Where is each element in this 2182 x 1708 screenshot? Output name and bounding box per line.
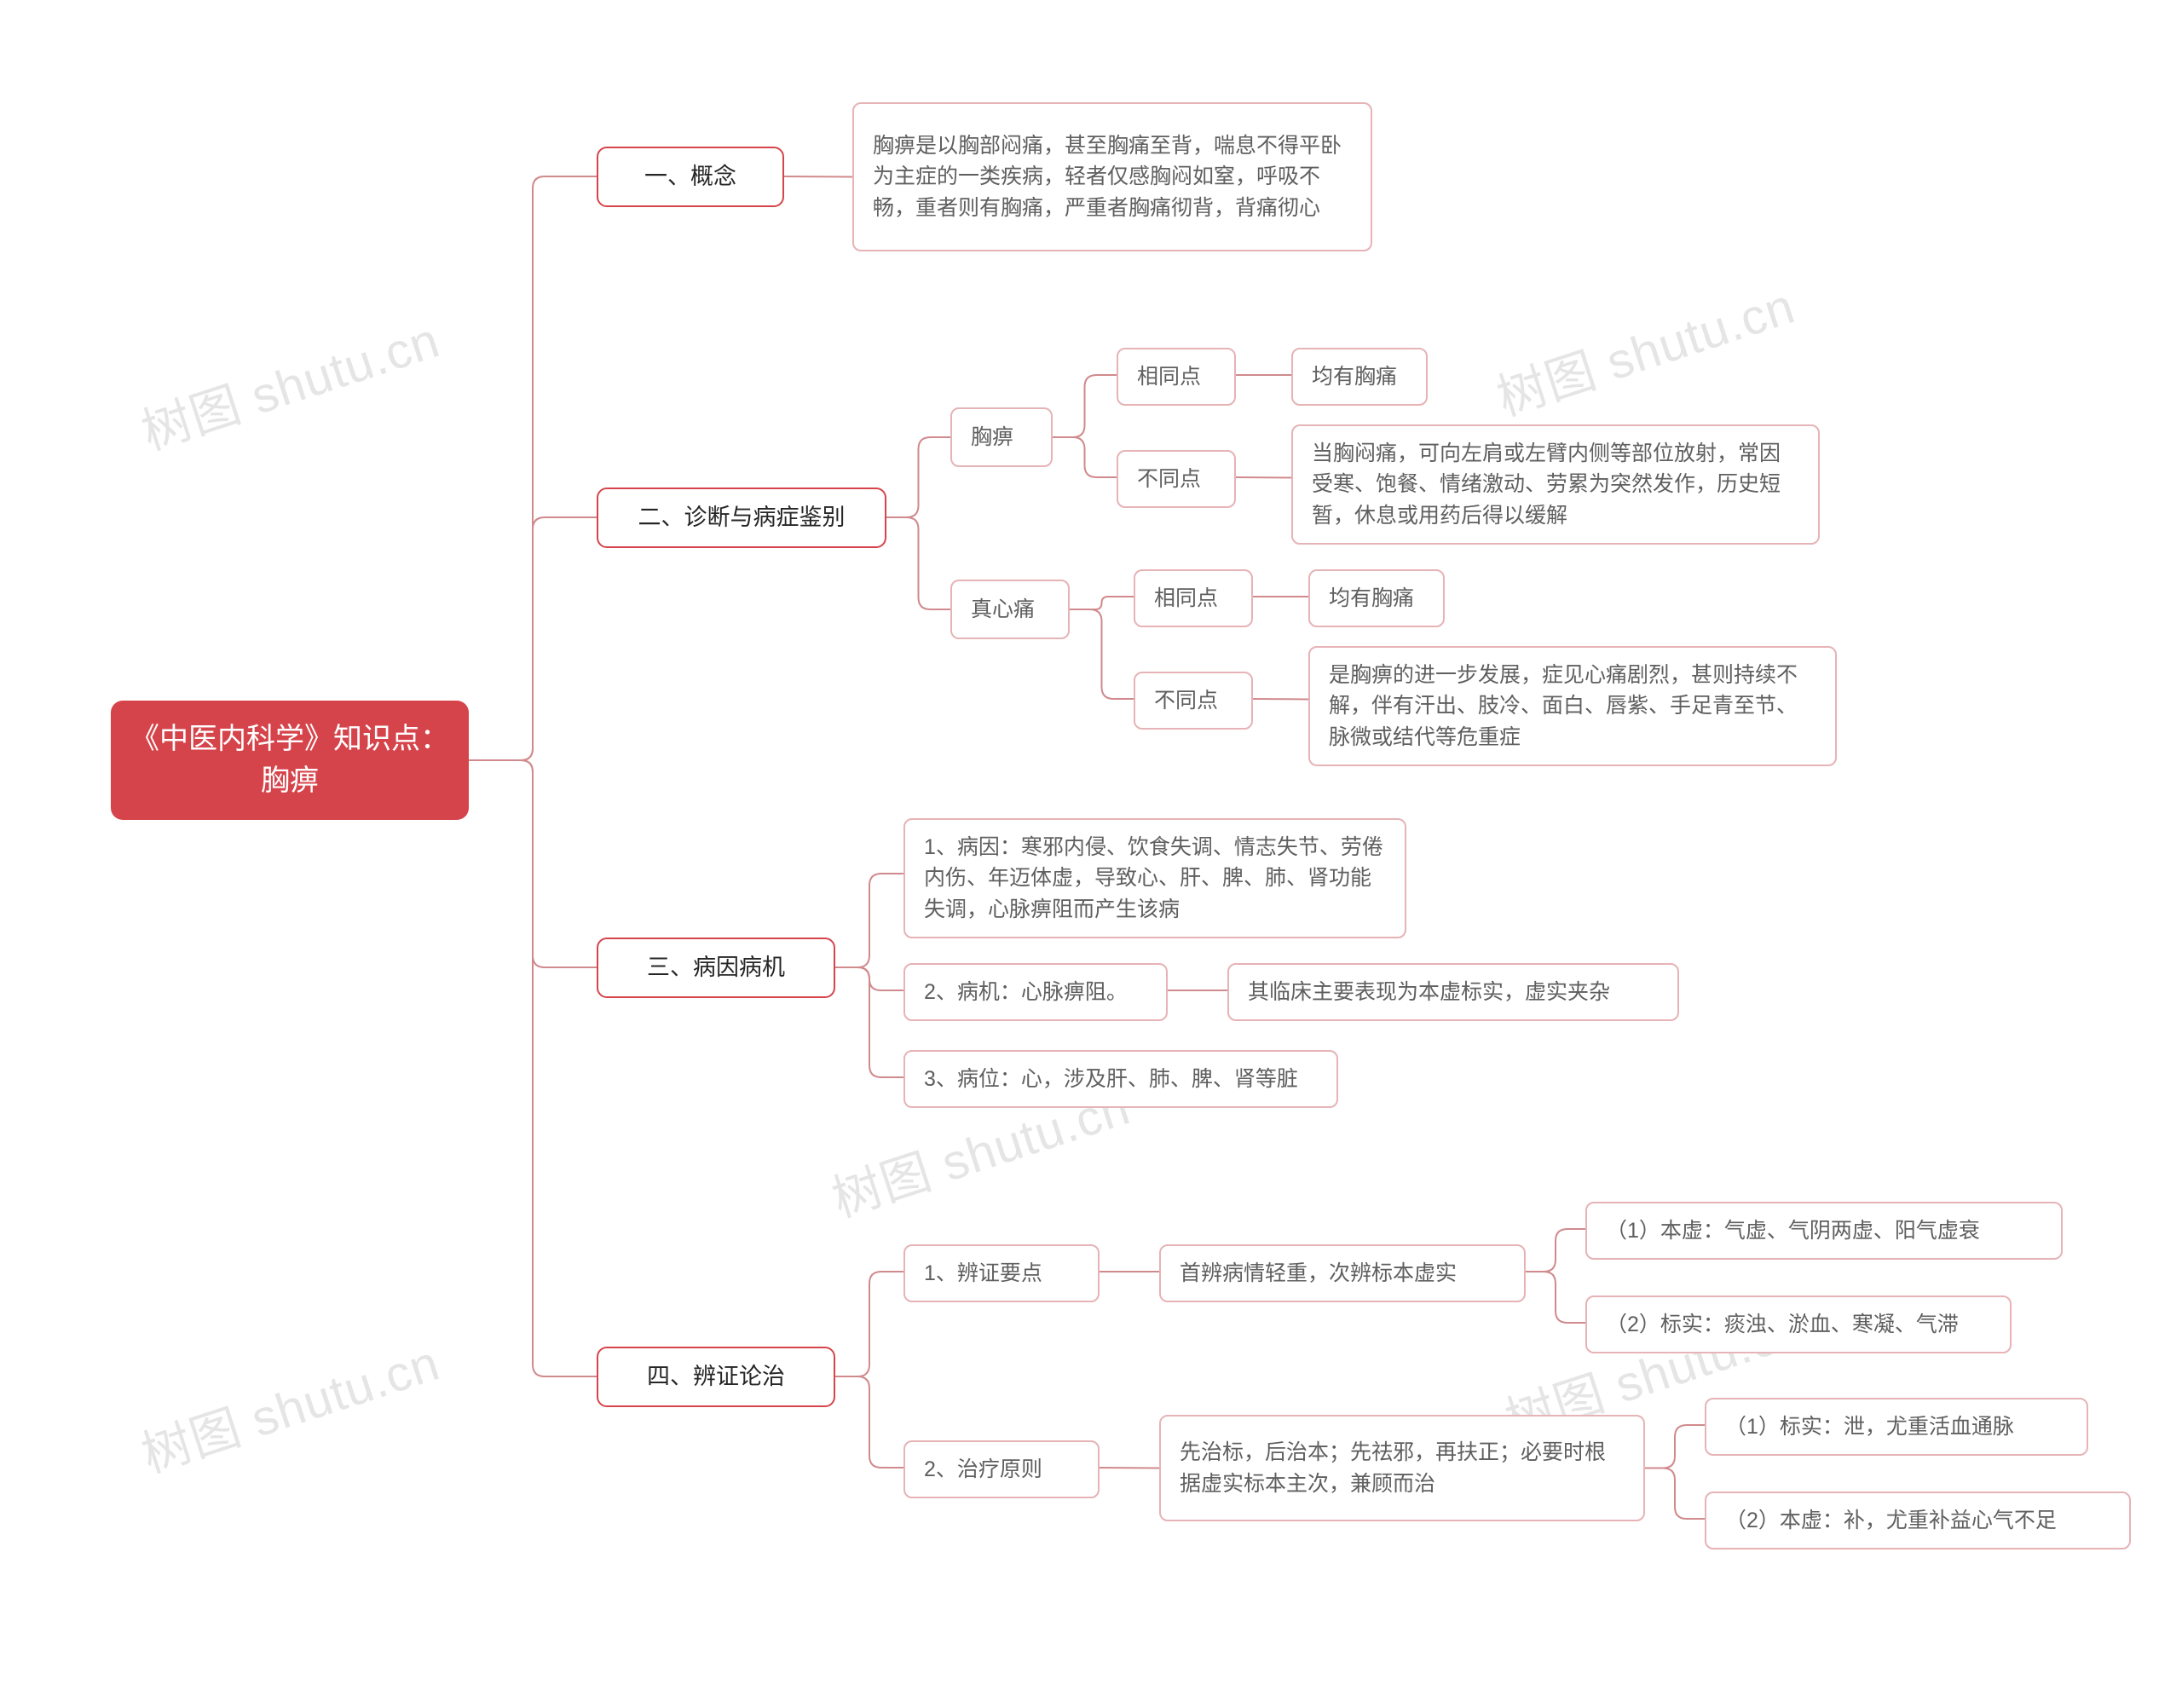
leaf-tx-benxu: （2）本虚：补，尤重补益心气不足 [1705, 1492, 2131, 1549]
leaf-same-1-val: 均有胸痛 [1291, 348, 1428, 406]
branch-treatment: 四、辨证论治 [597, 1347, 835, 1407]
branch-diagnosis: 二、诊断与病症鉴别 [597, 488, 886, 548]
leaf-diff-1: 不同点 [1117, 450, 1236, 508]
leaf-dx-points: 1、辨证要点 [903, 1244, 1100, 1302]
branch-etiology: 三、病因病机 [597, 938, 835, 998]
leaf-location: 3、病位：心，涉及肝、肺、脾、肾等脏 [903, 1050, 1338, 1108]
leaf-biaoshi: （2）标实：痰浊、淤血、寒凝、气滞 [1585, 1295, 2012, 1353]
watermark: 树图 shutu.cn [131, 1323, 447, 1486]
leaf-zhenxintong: 真心痛 [950, 580, 1070, 639]
leaf-same-2: 相同点 [1134, 569, 1253, 627]
leaf-mechanism: 2、病机：心脉痹阻。 [903, 963, 1168, 1021]
leaf-same-2-val: 均有胸痛 [1308, 569, 1445, 627]
leaf-diff-2: 不同点 [1134, 672, 1253, 730]
leaf-tx-biaoshi: （1）标实：泄，尤重活血通脉 [1705, 1398, 2088, 1456]
leaf-dx-points-val: 首辨病情轻重，次辨标本虚实 [1159, 1244, 1526, 1302]
leaf-diff-1-val: 当胸闷痛，可向左肩或左臂内侧等部位放射，常因受寒、饱餐、情绪激动、劳累为突然发作… [1291, 424, 1820, 545]
watermark: 树图 shutu.cn [131, 300, 447, 464]
leaf-tx-principle: 2、治疗原则 [903, 1440, 1100, 1498]
leaf-concept-def: 胸痹是以胸部闷痛，甚至胸痛至背，喘息不得平卧为主症的一类疾病，轻者仅感胸闷如窒，… [852, 102, 1372, 251]
leaf-benxu: （1）本虚：气虚、气阴两虚、阳气虚衰 [1585, 1202, 2063, 1260]
root-node: 《中医内科学》知识点： 胸痹 [111, 701, 469, 820]
leaf-tx-principle-val: 先治标，后治本；先祛邪，再扶正；必要时根据虚实标本主次，兼顾而治 [1159, 1415, 1645, 1521]
watermark: 树图 shutu.cn [1486, 266, 1803, 430]
leaf-mechanism-val: 其临床主要表现为本虚标实，虚实夹杂 [1227, 963, 1679, 1021]
branch-concept: 一、概念 [597, 147, 784, 207]
leaf-xiongbi: 胸痹 [950, 407, 1053, 467]
leaf-diff-2-val: 是胸痹的进一步发展，症见心痛剧烈，甚则持续不解，伴有汗出、肢冷、面白、唇紫、手足… [1308, 646, 1837, 766]
leaf-same-1: 相同点 [1117, 348, 1236, 406]
leaf-cause: 1、病因：寒邪内侵、饮食失调、情志失节、劳倦内伤、年迈体虚，导致心、肝、脾、肺、… [903, 818, 1406, 938]
